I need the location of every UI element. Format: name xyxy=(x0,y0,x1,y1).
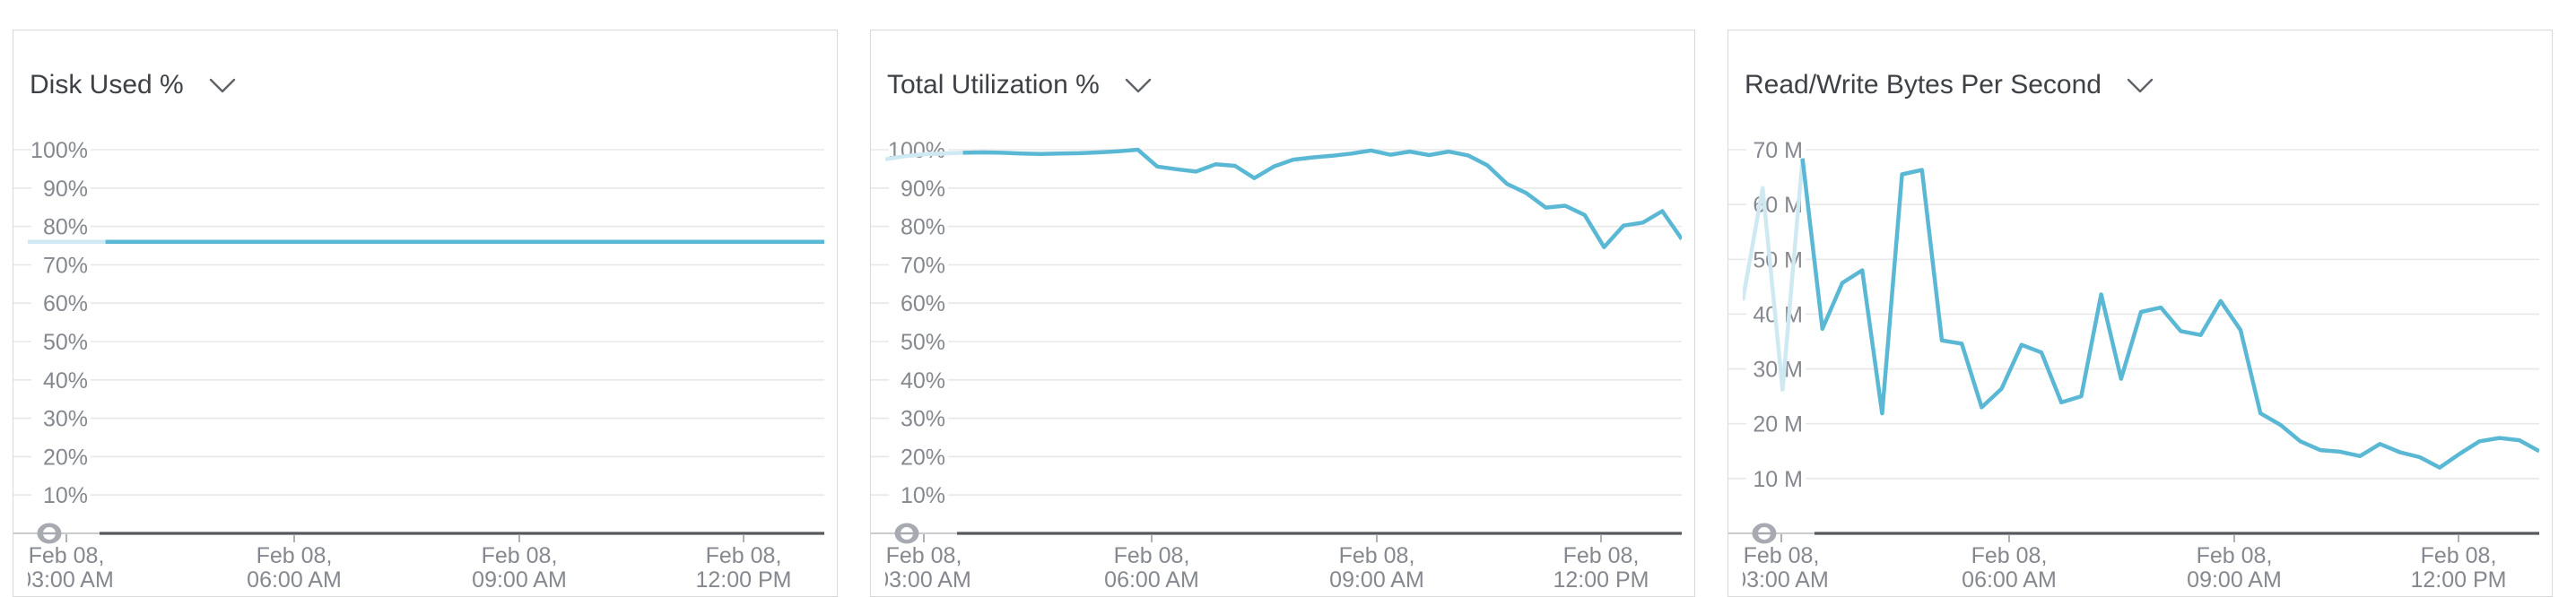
chevron-down-icon xyxy=(1125,78,1151,92)
x-axis-label: Feb 08, 12:00 PM xyxy=(1553,543,1649,593)
y-axis-label-background xyxy=(31,444,91,470)
y-axis-label: 10% xyxy=(901,483,945,508)
y-axis-label: 100% xyxy=(30,138,88,163)
y-axis-label: 30% xyxy=(901,407,945,432)
chevron-down-icon xyxy=(209,78,235,92)
y-axis-label-background xyxy=(889,444,948,470)
chart-header: Total Utilization % xyxy=(871,30,1694,100)
y-axis-label: 60% xyxy=(901,291,945,316)
x-axis-label: Feb 08, 06:00 AM xyxy=(1104,543,1199,593)
y-axis-label: 90% xyxy=(901,177,945,202)
y-axis-label-background xyxy=(31,329,91,354)
y-axis-label: 10 M xyxy=(1753,467,1803,492)
y-axis-label: 30% xyxy=(43,407,88,432)
y-axis-label: 80% xyxy=(43,215,88,240)
y-axis-label-background xyxy=(31,175,91,201)
series-line-dimmed xyxy=(885,151,963,161)
series-line xyxy=(1800,158,2539,470)
chart-title: Disk Used % xyxy=(30,70,184,100)
y-axis-label: 70% xyxy=(43,253,88,278)
y-axis-label-background xyxy=(889,175,948,201)
chevron-down-icon xyxy=(2127,78,2154,92)
chart-header: Read/Write Bytes Per Second xyxy=(1728,30,2552,100)
y-axis-label-background xyxy=(889,405,948,431)
y-axis-label: 70 M xyxy=(1753,138,1803,163)
chart-card-disk-used: Disk Used % 100% 90% 80% 70% 60% 50% 40% 30% 20%… xyxy=(13,30,838,597)
y-axis-label: 20 M xyxy=(1753,412,1803,437)
y-axis-label-background xyxy=(1746,356,1806,382)
chart-card-total-utilization: Total Utilization % 100% 90% 80% 70% 60% 50% 4… xyxy=(870,30,1695,597)
y-axis-label-background xyxy=(889,482,948,508)
scrollbar-grip[interactable] xyxy=(894,523,919,544)
y-axis-label-background xyxy=(889,367,948,393)
y-axis-label-background xyxy=(31,213,91,239)
x-axis-label: Feb 08, 06:00 AM xyxy=(247,543,342,593)
y-axis-label-background xyxy=(31,252,91,278)
y-axis-label-background xyxy=(1746,192,1806,218)
y-axis-label: 20% xyxy=(43,445,88,470)
x-axis-label: Feb 08, 09:00 AM xyxy=(472,543,567,593)
x-axis-label: Feb 08, 09:00 AM xyxy=(2187,543,2282,593)
y-axis-label: 60% xyxy=(43,291,88,316)
x-axis-label: Feb 08, 03:00 AM xyxy=(1734,543,1829,593)
x-axis-label: Feb 08, 06:00 AM xyxy=(1962,543,2057,593)
y-axis-label-background xyxy=(31,367,91,393)
y-axis-label-background xyxy=(889,290,948,316)
series-line-dimmed xyxy=(1743,158,1805,393)
y-axis-label: 50% xyxy=(901,330,945,355)
x-axis-label: Feb 08, 03:00 AM xyxy=(876,543,971,593)
chart-title: Read/Write Bytes Per Second xyxy=(1745,70,2102,100)
y-axis-label: 40% xyxy=(901,368,945,394)
metric-dropdown-button[interactable] xyxy=(209,78,236,93)
x-axis-label: Feb 08, 12:00 PM xyxy=(695,543,791,593)
y-axis-label: 70% xyxy=(901,253,945,278)
y-axis-label-background xyxy=(1746,137,1806,162)
x-axis-label: Feb 08, 09:00 AM xyxy=(1329,543,1424,593)
y-axis-label-background xyxy=(1746,411,1806,437)
metric-dropdown-button[interactable] xyxy=(2127,78,2154,93)
chart-plot-area: 100%90%80%70%60%50%40%30%20%10%Feb 08, 03… xyxy=(871,137,1682,593)
y-axis-label-background xyxy=(31,137,91,162)
scrollbar-grip[interactable] xyxy=(37,523,62,544)
metric-dropdown-button[interactable] xyxy=(1125,78,1152,93)
chart-plot-area: 100% 90% 80% 70% 60% 50% 40% 30% 20% 10% Feb 08, 03… xyxy=(13,137,824,593)
y-axis-label: 80% xyxy=(901,215,945,240)
y-axis-label: 50% xyxy=(43,330,88,355)
y-axis-label: 10% xyxy=(43,483,88,508)
x-axis-label: Feb 08, 03:00 AM xyxy=(19,543,114,593)
x-axis-label: Feb 08, 12:00 PM xyxy=(2410,543,2506,593)
chart-card-read-write-bytes: Read/Write Bytes Per Second 70 M 60 M 50 M… xyxy=(1727,30,2553,597)
y-axis-label-background xyxy=(889,252,948,278)
y-axis-label-background xyxy=(889,213,948,239)
series-line xyxy=(962,147,1682,249)
y-axis-label: 90% xyxy=(43,177,88,202)
y-axis-label-background xyxy=(31,290,91,316)
y-axis-label: 40% xyxy=(43,368,88,394)
chart-header: Disk Used % xyxy=(13,30,837,100)
y-axis-label-background xyxy=(1746,465,1806,491)
scrollbar-grip[interactable] xyxy=(1752,523,1777,544)
y-axis-label-background xyxy=(889,329,948,354)
y-axis-label: 20% xyxy=(901,445,945,470)
y-axis-label-background xyxy=(31,405,91,431)
y-axis-label-background xyxy=(31,482,91,508)
chart-title: Total Utilization % xyxy=(887,70,1100,100)
